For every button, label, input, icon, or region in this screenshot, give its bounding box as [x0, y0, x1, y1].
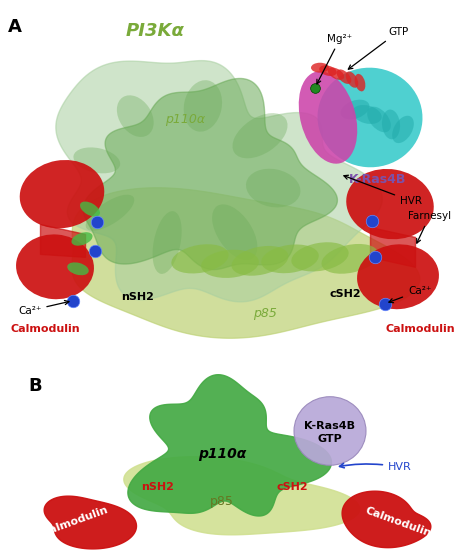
Ellipse shape — [328, 67, 344, 80]
Ellipse shape — [246, 169, 301, 207]
Ellipse shape — [261, 245, 319, 273]
Text: nSH2: nSH2 — [121, 292, 155, 302]
Text: GTP: GTP — [348, 27, 408, 69]
Text: Calmodulin: Calmodulin — [364, 505, 432, 538]
Ellipse shape — [319, 66, 337, 76]
Ellipse shape — [346, 72, 358, 88]
Polygon shape — [72, 188, 420, 338]
Text: A: A — [8, 18, 22, 36]
Text: GTP: GTP — [318, 434, 342, 444]
Text: PI3Kα: PI3Kα — [126, 22, 184, 40]
Ellipse shape — [171, 244, 228, 273]
Text: p85: p85 — [253, 307, 277, 320]
Ellipse shape — [20, 160, 104, 228]
Ellipse shape — [201, 250, 259, 278]
Ellipse shape — [80, 202, 100, 217]
Ellipse shape — [212, 204, 257, 260]
Text: p110α: p110α — [198, 447, 246, 461]
Ellipse shape — [392, 116, 414, 143]
Text: Farnesyl: Farnesyl — [408, 211, 451, 243]
Text: Ca²⁺: Ca²⁺ — [18, 301, 69, 316]
Text: Calmodulin: Calmodulin — [41, 505, 109, 538]
Text: HVR: HVR — [344, 175, 422, 206]
Text: cSH2: cSH2 — [329, 289, 361, 298]
Ellipse shape — [355, 74, 365, 91]
Ellipse shape — [153, 211, 182, 274]
Polygon shape — [72, 188, 420, 338]
Ellipse shape — [299, 71, 357, 164]
Text: p110α: p110α — [165, 113, 205, 126]
Ellipse shape — [352, 105, 382, 124]
Text: Calmodulin: Calmodulin — [385, 324, 455, 334]
Ellipse shape — [321, 244, 379, 274]
Ellipse shape — [232, 113, 288, 158]
Ellipse shape — [72, 232, 92, 246]
Ellipse shape — [337, 69, 351, 84]
Ellipse shape — [341, 100, 369, 119]
Ellipse shape — [382, 110, 400, 139]
Ellipse shape — [117, 95, 154, 137]
Text: Ca²⁺: Ca²⁺ — [389, 286, 431, 302]
Ellipse shape — [16, 235, 94, 299]
Polygon shape — [44, 496, 137, 549]
Text: K-Ras4B: K-Ras4B — [304, 421, 356, 431]
Text: B: B — [28, 376, 42, 395]
Ellipse shape — [73, 147, 120, 174]
Polygon shape — [124, 457, 360, 535]
Text: Mg²⁺: Mg²⁺ — [317, 34, 353, 84]
Ellipse shape — [318, 68, 422, 167]
Ellipse shape — [184, 80, 222, 132]
Text: nSH2: nSH2 — [142, 482, 174, 492]
Ellipse shape — [292, 242, 349, 272]
Ellipse shape — [86, 195, 134, 231]
Ellipse shape — [294, 396, 366, 465]
Ellipse shape — [67, 263, 89, 275]
Polygon shape — [83, 78, 337, 269]
Text: K-Ras4B: K-Ras4B — [349, 172, 407, 186]
Ellipse shape — [357, 244, 439, 309]
Ellipse shape — [346, 169, 434, 239]
Polygon shape — [342, 491, 431, 548]
Text: HVR: HVR — [339, 462, 412, 472]
Polygon shape — [128, 375, 331, 516]
Ellipse shape — [367, 106, 391, 132]
Polygon shape — [56, 60, 383, 302]
Text: cSH2: cSH2 — [276, 482, 308, 492]
Text: Calmodulin: Calmodulin — [10, 324, 80, 334]
Ellipse shape — [231, 246, 289, 276]
Text: p85: p85 — [210, 495, 234, 508]
Ellipse shape — [311, 63, 329, 73]
